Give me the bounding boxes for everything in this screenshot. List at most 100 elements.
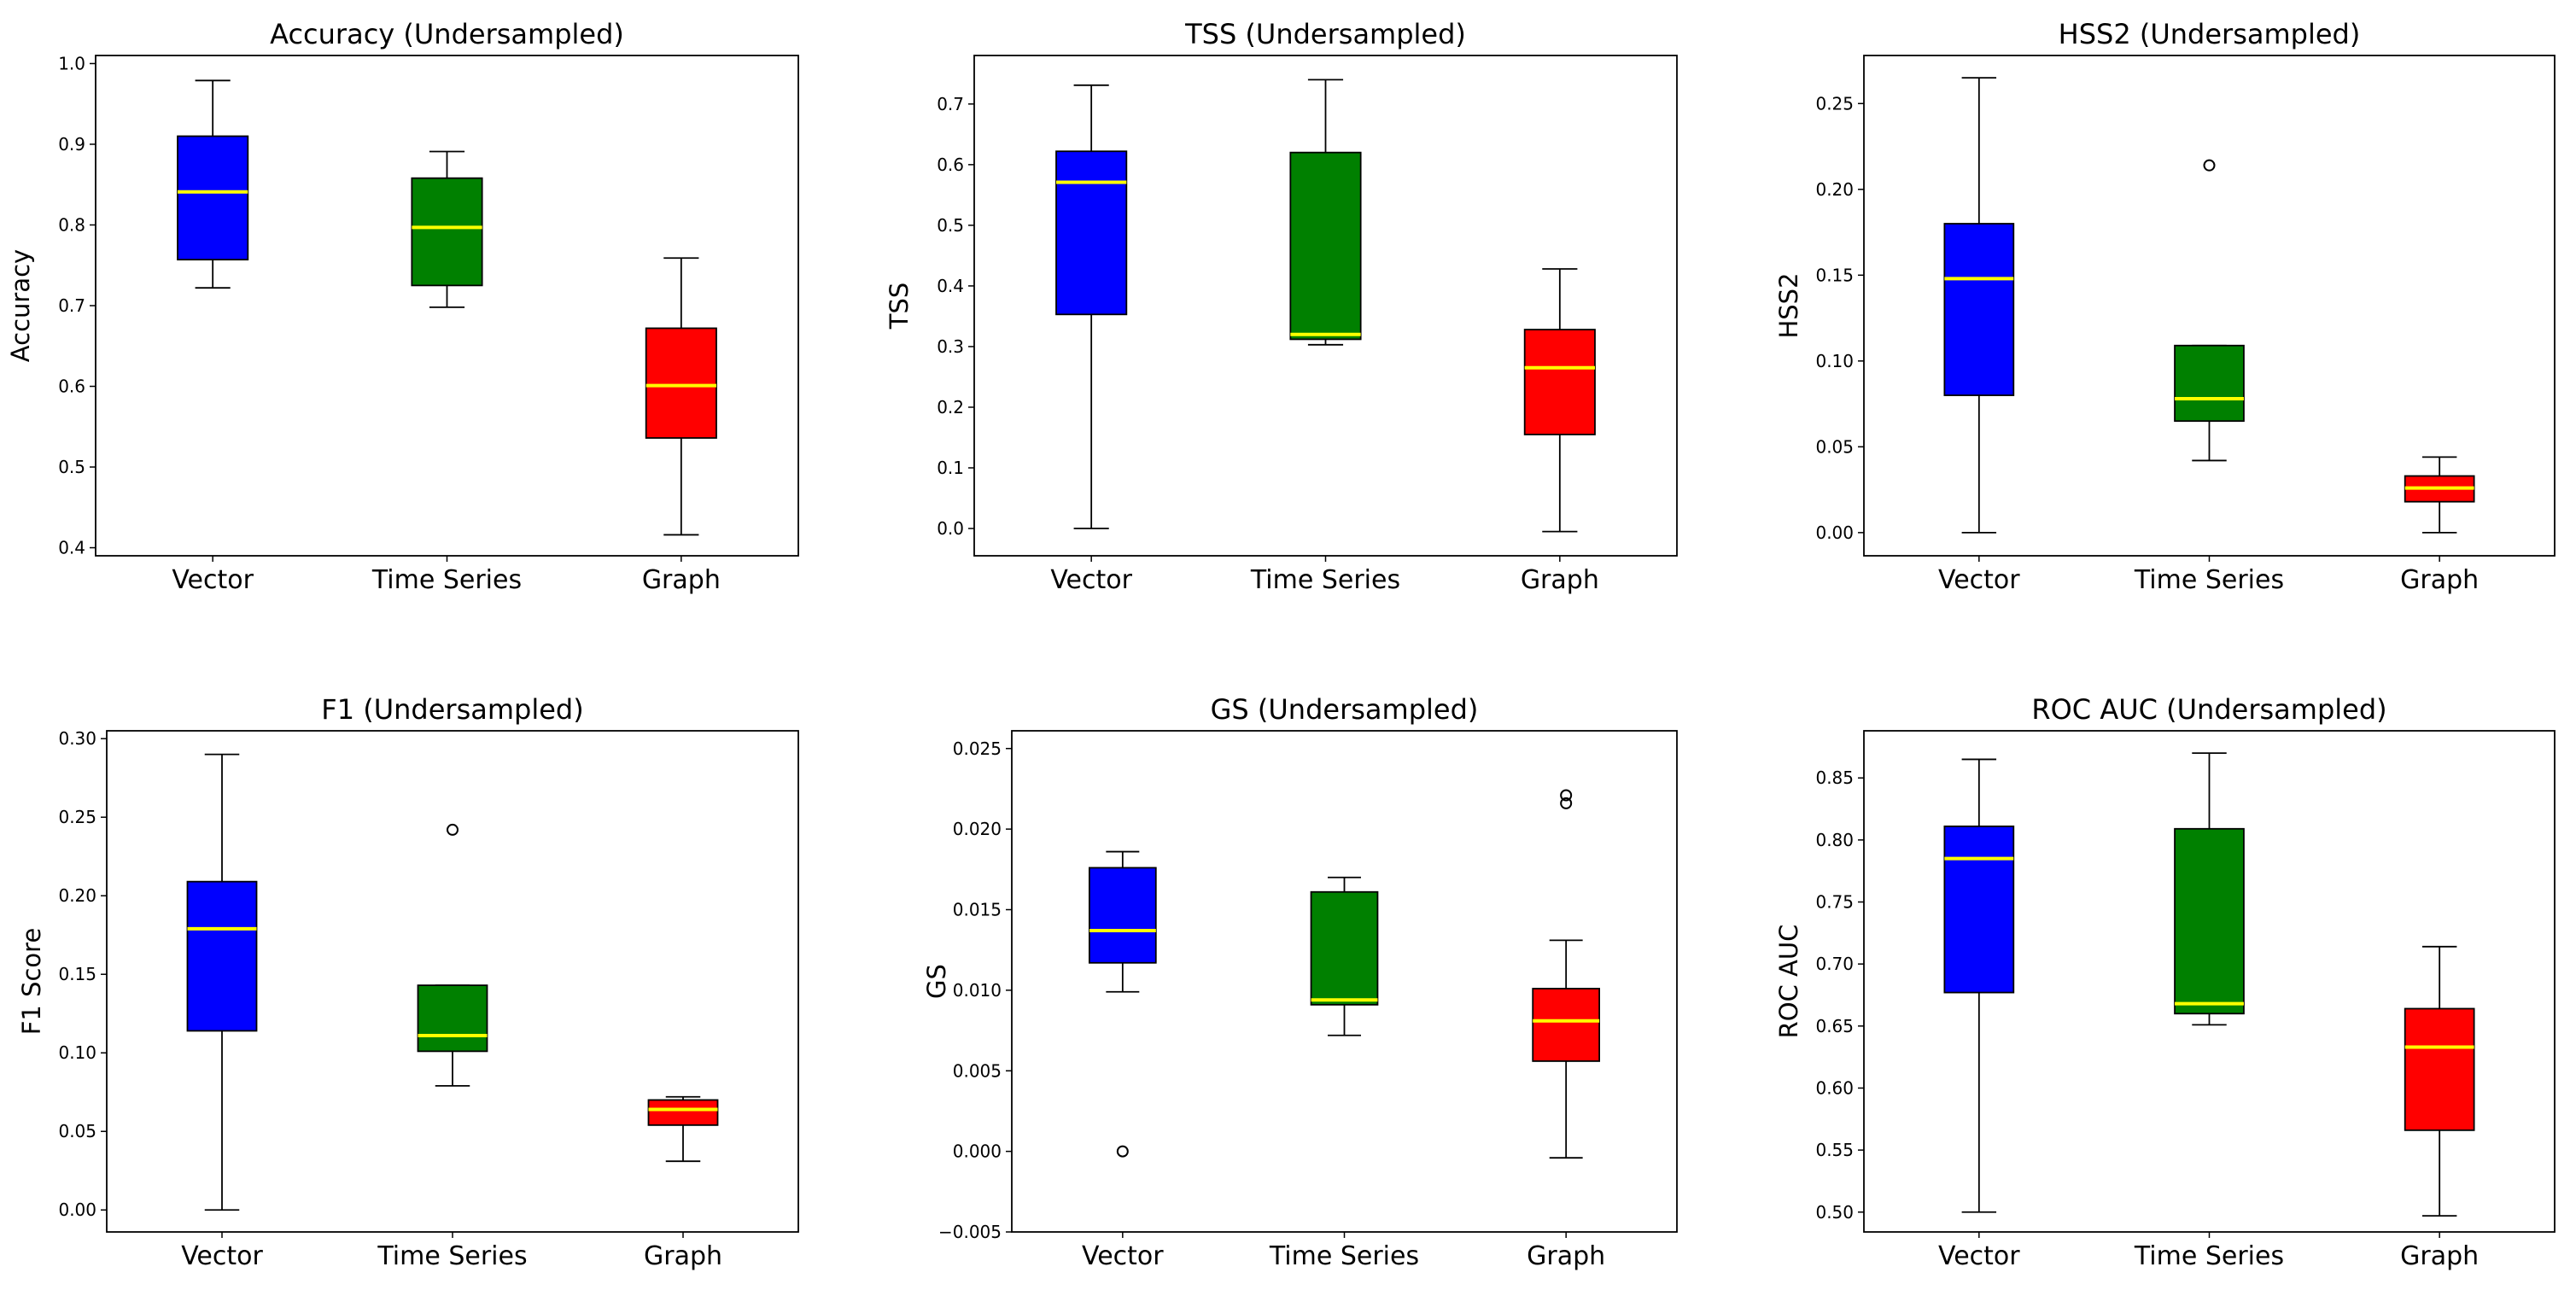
y-tick-label: 0.60	[1815, 1077, 1854, 1098]
box-graph	[1532, 789, 1601, 1159]
box-vector	[177, 79, 249, 289]
y-tick-label: 1.0	[58, 53, 85, 73]
outlier-point	[1116, 1145, 1129, 1158]
x-tick-label: Time Series	[1269, 1241, 1419, 1271]
y-tick-label: 0.3	[937, 336, 964, 357]
axes-frame	[95, 55, 799, 557]
y-tick-label: 0.2	[937, 397, 964, 417]
chart-panel-6: ROC AUC (Undersampled) ROC AUC 0.50 0.55 0.6…	[1774, 693, 2556, 1271]
chart-panel-1: Accuracy (Undersampled) Accuracy 0.4 0.5 0.6…	[6, 18, 799, 595]
y-tick-label: 0.025	[953, 738, 1002, 759]
y-tick-label: 0.65	[1815, 1016, 1854, 1036]
box-body	[1289, 151, 1362, 341]
y-tick-label: 0.5	[58, 457, 85, 477]
y-tick-label: 0.010	[953, 980, 1002, 1001]
y-tick-label: 0.4	[937, 276, 964, 296]
chart-title: HSS2 (Undersampled)	[2059, 18, 2361, 50]
y-tick-label: 0.7	[937, 94, 964, 114]
box-vector	[1088, 850, 1157, 1158]
chart-title: TSS (Undersampled)	[1184, 18, 1466, 50]
box-time-series	[2174, 752, 2245, 1026]
y-tick-label: 0.75	[1815, 892, 1854, 913]
x-tick-label: Vector	[1938, 1241, 2020, 1271]
chart-panel-5: GS (Undersampled) GS −0.005 0.000 0.005 0.010…	[922, 693, 1678, 1271]
box-body	[1943, 825, 2015, 994]
y-tick-label: 0.4	[58, 538, 85, 558]
box-graph	[647, 1095, 719, 1163]
y-tick-label: 0.020	[953, 819, 1002, 839]
y-axis-label: GS	[922, 964, 951, 999]
y-tick-label: 0.15	[58, 964, 96, 984]
y-tick-label: 0.7	[58, 295, 85, 316]
box-vector	[1943, 758, 2015, 1213]
outlier-point	[1560, 789, 1573, 802]
chart-panel-2: TSS (Undersampled) TSS 0.0 0.1 0.2 0.3 0.4 0.5 0…	[885, 18, 1678, 595]
box-body	[186, 880, 258, 1032]
chart-title: GS (Undersampled)	[1211, 693, 1479, 726]
chart-panel-3: HSS2 (Undersampled) HSS2 0.00 0.05 0.10 0.15 0…	[1774, 18, 2556, 595]
x-tick-label: Time Series	[2134, 565, 2284, 595]
y-tick-label: 0.25	[58, 807, 96, 827]
y-tick-label: 0.015	[953, 900, 1002, 920]
y-tick-label: 0.80	[1815, 830, 1854, 850]
axes-frame	[106, 730, 799, 1233]
y-tick-label: −0.005	[938, 1222, 1002, 1242]
box-body	[411, 177, 483, 287]
y-tick-label: 0.10	[58, 1042, 96, 1063]
y-tick-label: 0.70	[1815, 954, 1854, 974]
y-axis-label: TSS	[885, 283, 914, 330]
y-tick-label: 0.50	[1815, 1202, 1854, 1223]
box-graph	[2404, 456, 2475, 534]
x-tick-label: Vector	[181, 1241, 263, 1271]
box-body	[2174, 827, 2245, 1015]
box-body	[645, 327, 717, 439]
box-body	[1523, 329, 1596, 435]
x-tick-label: Vector	[1938, 565, 2020, 595]
y-axis-label: F1 Score	[17, 928, 46, 1036]
x-tick-label: Graph	[644, 1241, 722, 1271]
x-tick-label: Graph	[1521, 565, 1599, 595]
box-body	[2174, 344, 2245, 423]
y-tick-label: 0.55	[1815, 1140, 1854, 1160]
box-body	[1943, 223, 2015, 396]
x-tick-label: Graph	[642, 565, 721, 595]
box-body	[1088, 867, 1157, 964]
y-axis-label: HSS2	[1774, 272, 1803, 338]
box-body	[1532, 988, 1601, 1062]
box-vector	[1055, 84, 1128, 529]
x-tick-label: Vector	[1050, 565, 1132, 595]
axes-frame	[1011, 730, 1678, 1233]
box-time-series	[417, 823, 488, 1087]
x-tick-label: Vector	[172, 565, 254, 595]
box-vector	[186, 753, 258, 1211]
x-tick-label: Graph	[2400, 1241, 2479, 1271]
y-axis-label: Accuracy	[6, 249, 35, 362]
box-body	[2404, 1007, 2475, 1131]
x-tick-label: Time Series	[1250, 565, 1400, 595]
axes-frame	[973, 55, 1678, 557]
box-time-series	[411, 150, 483, 308]
y-tick-label: 0.10	[1815, 351, 1854, 371]
y-tick-label: 0.6	[58, 376, 85, 397]
box-vector	[1943, 77, 2015, 534]
box-body	[647, 1099, 719, 1126]
chart-title: Accuracy (Undersampled)	[270, 18, 624, 50]
box-time-series	[2174, 159, 2245, 462]
y-tick-label: 0.05	[58, 1121, 96, 1141]
chart-panel-4: F1 (Undersampled) F1 Score 0.00 0.05 0.10 0.1…	[17, 693, 799, 1271]
x-tick-label: Graph	[2400, 565, 2479, 595]
y-tick-label: 0.15	[1815, 265, 1854, 285]
y-tick-label: 0.85	[1815, 768, 1854, 788]
box-body	[417, 984, 488, 1053]
y-tick-label: 0.9	[58, 134, 85, 155]
x-tick-label: Graph	[1527, 1241, 1605, 1271]
box-time-series	[1289, 79, 1362, 346]
x-tick-label: Vector	[1082, 1241, 1164, 1271]
outlier-point	[1560, 797, 1573, 809]
box-body	[1055, 150, 1128, 316]
y-tick-label: 0.00	[1815, 522, 1854, 543]
box-body	[177, 135, 249, 261]
box-body	[1310, 890, 1379, 1006]
y-tick-label: 0.1	[937, 458, 964, 478]
box-time-series	[1310, 876, 1379, 1036]
